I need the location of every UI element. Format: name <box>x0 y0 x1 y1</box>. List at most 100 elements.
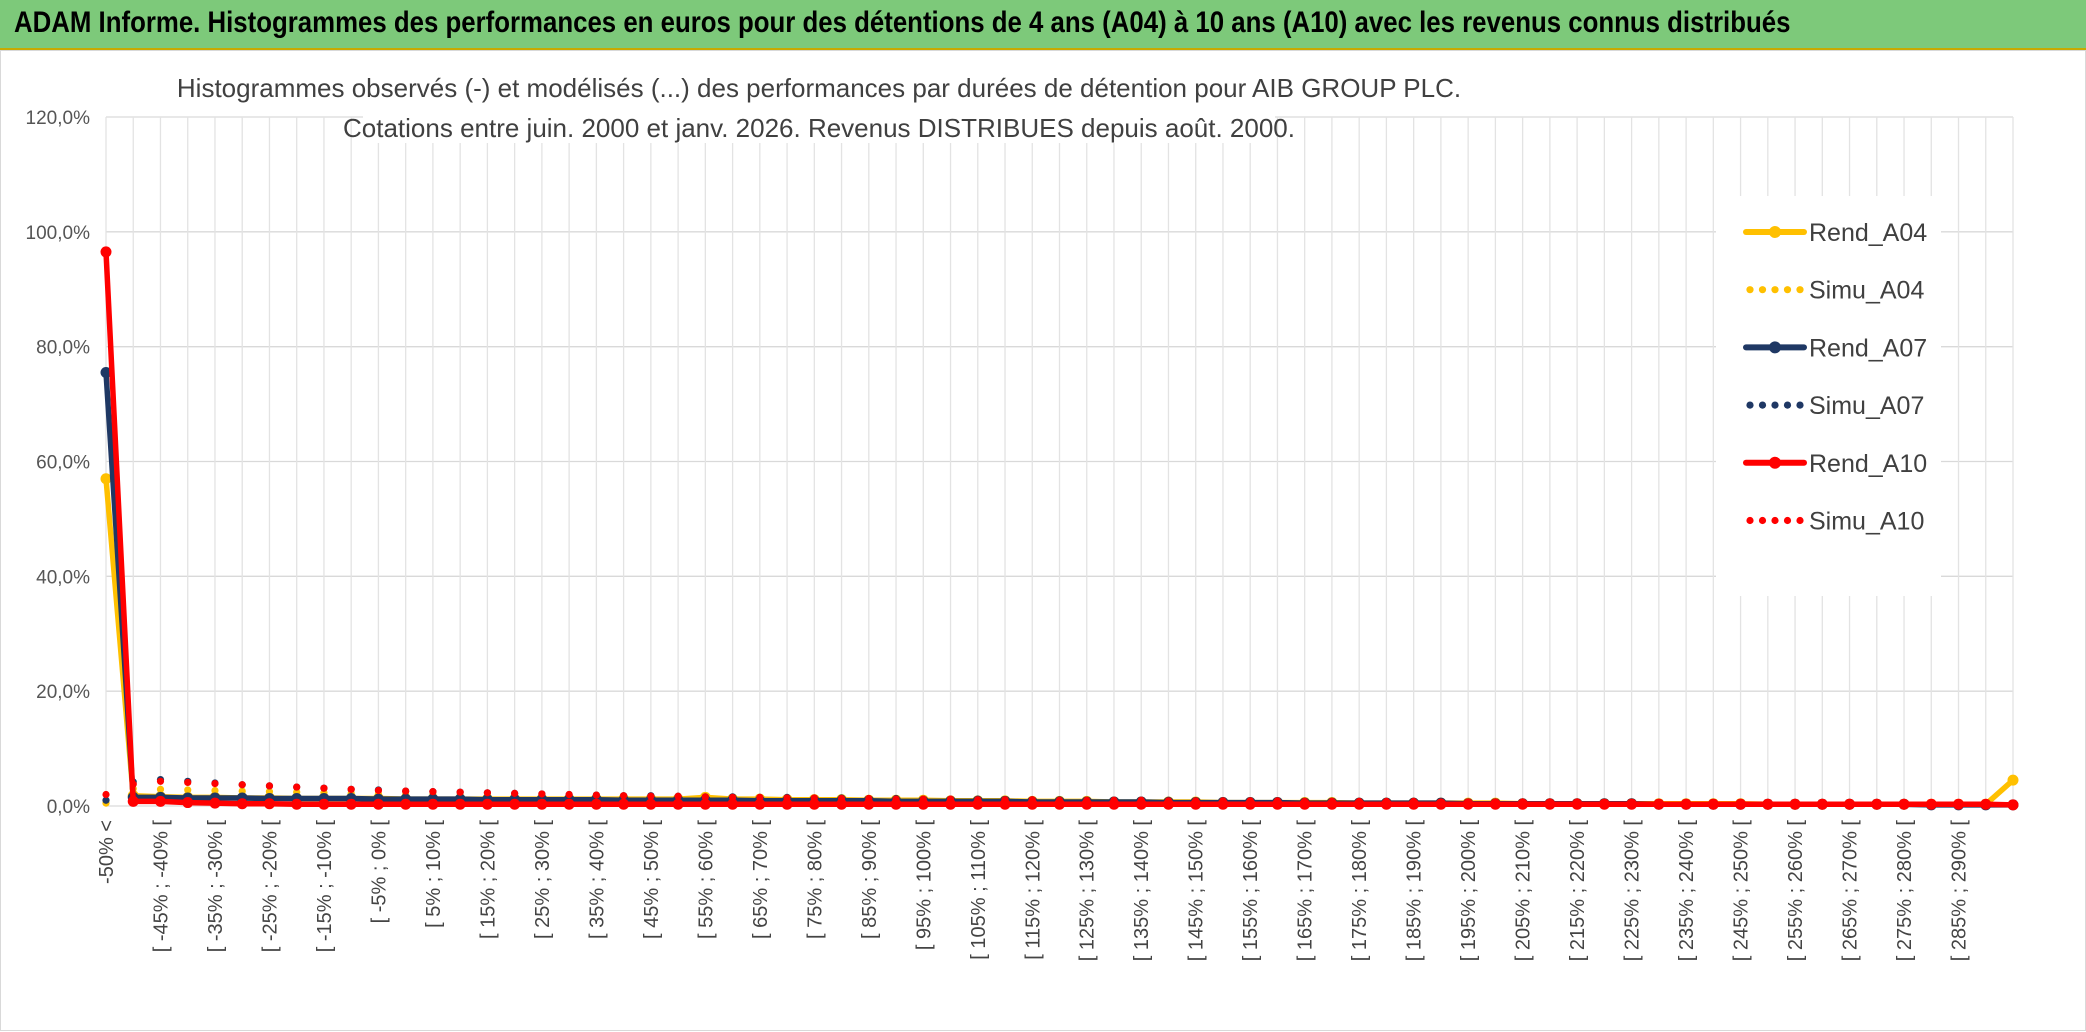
point-Rend_A10 <box>754 798 766 810</box>
point-Simu_A10 <box>320 784 328 792</box>
point-Simu_A10 <box>1083 796 1091 804</box>
point-Simu_A10 <box>1982 799 1990 807</box>
point-Rend_A10 <box>536 798 548 810</box>
point-Rend_A10 <box>618 798 630 810</box>
point-Rend_A10 <box>263 798 275 810</box>
legend-marker-Simu_A04 <box>1746 286 1754 294</box>
x-tick-label: [ 95% ; 100% [ <box>913 820 935 951</box>
point-Simu_A10 <box>810 794 818 802</box>
x-tick-label: [ -35% ; -30% [ <box>205 820 227 953</box>
point-Simu_A10 <box>1164 797 1173 805</box>
legend-label-Simu_A10: Simu_A10 <box>1809 508 1924 536</box>
x-tick-label: [ 235% ; 240% [ <box>1676 820 1698 962</box>
point-Simu_A10 <box>756 793 764 801</box>
point-Rend_A10 <box>563 798 575 810</box>
point-Simu_A10 <box>837 794 846 803</box>
point-Rend_A10 <box>209 797 221 809</box>
y-tick-label: 80,0% <box>36 338 90 359</box>
point-Simu_A10 <box>1410 797 1418 806</box>
point-Simu_A10 <box>592 791 600 799</box>
x-tick-label: [ 255% ; 260% [ <box>1785 820 1807 962</box>
legend-label-Rend_A07: Rend_A07 <box>1809 334 1927 362</box>
report-banner: ADAM Informe. Histogrammes des performan… <box>0 0 2086 50</box>
x-tick-label: [ 35% ; 40% [ <box>586 820 608 939</box>
point-Simu_A10 <box>129 780 137 788</box>
point-Rend_A10 <box>808 798 820 810</box>
point-Rend_A10 <box>863 798 875 810</box>
legend-marker-Simu_A10 <box>1746 516 1754 525</box>
y-tick-label: 20,0% <box>36 682 90 703</box>
point-Simu_A10 <box>946 795 955 803</box>
point-Simu_A10 <box>1764 798 1772 807</box>
point-Rend_A10 <box>890 798 902 810</box>
point-Simu_A10 <box>1818 799 1826 807</box>
point-Simu_A10 <box>483 789 491 797</box>
legend-marker-Simu_A04 <box>1783 286 1792 294</box>
histogram-chart: 0,0% 20,0% 40,0% 60,0% 80,0% 100,0% 120,0% -50%… <box>26 61 2019 962</box>
point-Simu_A10 <box>1137 796 1145 804</box>
point-Simu_A10 <box>1682 798 1690 807</box>
x-tick-label: [ 135% ; 140% [ <box>1131 820 1153 962</box>
legend-marker-Simu_A07 <box>1796 401 1804 409</box>
point-Simu_A10 <box>565 790 573 799</box>
y-tick-label: 100,0% <box>26 223 91 244</box>
point-Simu_A10 <box>1246 797 1254 805</box>
point-Simu_A10 <box>1328 797 1336 806</box>
point-Simu_A10 <box>1736 798 1745 807</box>
legend-marker-Simu_A04 <box>1758 286 1767 294</box>
point-Simu_A10 <box>1273 797 1282 805</box>
point-Simu_A10 <box>429 788 437 796</box>
point-Simu_A10 <box>865 794 873 803</box>
point-Rend_A10 <box>836 798 848 810</box>
point-Simu_A10 <box>1546 798 1554 806</box>
point-Simu_A10 <box>1573 798 1581 806</box>
point-Simu_A10 <box>674 792 682 800</box>
x-tick-label: [ 275% ; 280% [ <box>1894 820 1916 962</box>
legend-marker-Simu_A10 <box>1796 516 1804 525</box>
x-tick-label: [ 115% ; 120% [ <box>1022 820 1044 960</box>
point-Simu_A10 <box>511 789 519 797</box>
point-Simu_A10 <box>1519 798 1527 806</box>
x-tick-label: [ 85% ; 90% [ <box>859 820 881 939</box>
point-Rend_A10 <box>945 798 957 810</box>
x-tick-label: [ -15% ; -10% [ <box>314 820 336 953</box>
legend-marker-Simu_A04 <box>1796 286 1804 294</box>
point-Simu_A10 <box>1845 799 1854 807</box>
legend-marker-Rend_A04 <box>1769 226 1781 238</box>
report-title: ADAM Informe. Histogrammes des performan… <box>14 6 1791 39</box>
point-Simu_A10 <box>1709 798 1717 807</box>
point-Rend_A07 <box>100 367 112 379</box>
legend-bg <box>1716 196 1941 596</box>
point-Rend_A10 <box>127 795 139 807</box>
point-Rend_A10 <box>372 798 384 810</box>
point-Simu_A10 <box>293 783 301 791</box>
x-tick-label: [ -5% ; 0% [ <box>368 820 390 924</box>
point-Rend_A10 <box>454 798 466 810</box>
point-Simu_A10 <box>1954 799 1963 807</box>
point-Rend_A10 <box>100 246 112 258</box>
point-Simu_A10 <box>1192 797 1200 805</box>
legend-marker-Simu_A07 <box>1746 401 1754 409</box>
legend-marker-Simu_A04 <box>1771 286 1779 294</box>
point-Rend_A10 <box>345 798 357 810</box>
legend-marker-Rend_A10 <box>1769 456 1781 469</box>
point-Simu_A10 <box>701 793 709 801</box>
x-tick-label: [ 205% ; 210% [ <box>1513 820 1535 962</box>
legend-marker-Simu_A10 <box>1783 516 1792 525</box>
point-Rend_A10 <box>672 798 684 810</box>
point-Simu_A10 <box>211 780 219 788</box>
y-tick-label: 120,0% <box>26 108 91 129</box>
point-Simu_A10 <box>1791 799 1799 807</box>
point-Simu_A10 <box>974 796 982 804</box>
point-Rend_A04 <box>2007 774 2019 786</box>
point-Rend_A10 <box>291 798 303 810</box>
legend-marker-Rend_A07 <box>1769 341 1781 354</box>
point-Simu_A10 <box>647 792 655 800</box>
point-Rend_A10 <box>400 798 412 810</box>
point-Simu_A10 <box>919 795 927 803</box>
point-Simu_A10 <box>374 786 383 795</box>
point-Simu_A10 <box>783 794 791 802</box>
point-Simu_A10 <box>1219 797 1227 805</box>
x-tick-label: [ 55% ; 60% [ <box>695 820 717 939</box>
point-Simu_A10 <box>1001 796 1009 804</box>
